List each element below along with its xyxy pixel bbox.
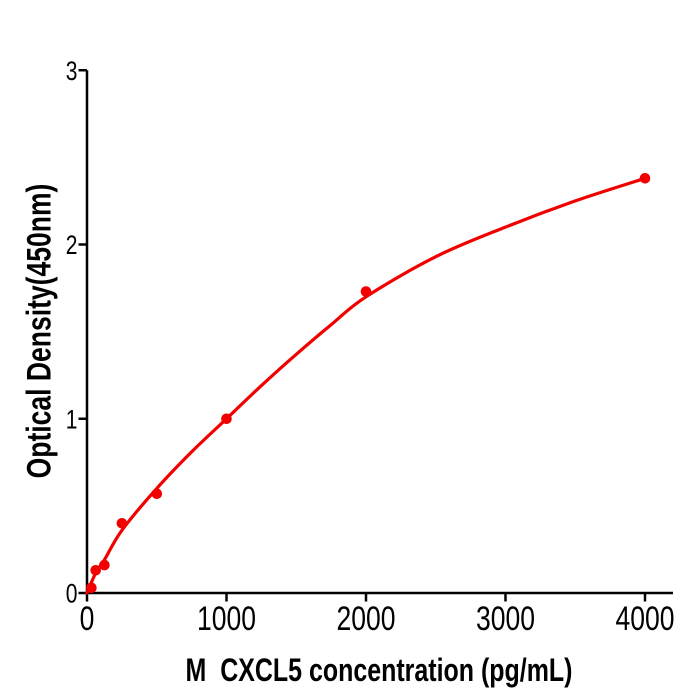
data-point (90, 565, 101, 576)
data-point (639, 173, 651, 184)
x-tick-label: 2000 (337, 600, 396, 638)
data-point (151, 488, 163, 500)
x-tick-label: 4000 (616, 600, 675, 638)
data-point (86, 582, 97, 594)
x-tick-label: 1000 (197, 600, 256, 638)
data-point (99, 559, 110, 571)
y-tick-label: 0 (66, 579, 78, 609)
x-tick-label: 3000 (476, 600, 535, 638)
y-tick-label: 2 (66, 231, 78, 261)
y-tick-label: 3 (66, 56, 78, 86)
data-point (360, 286, 372, 297)
data-point (116, 518, 128, 529)
y-axis-title: Optical Density(450nm) (20, 183, 59, 479)
data-point (221, 413, 232, 425)
y-tick-label: 1 (66, 405, 78, 435)
x-tick-label: 0 (80, 600, 95, 638)
fit-curve (85, 176, 647, 595)
x-axis-title: M CXCL5 concentration (pg/mL) (185, 652, 573, 688)
